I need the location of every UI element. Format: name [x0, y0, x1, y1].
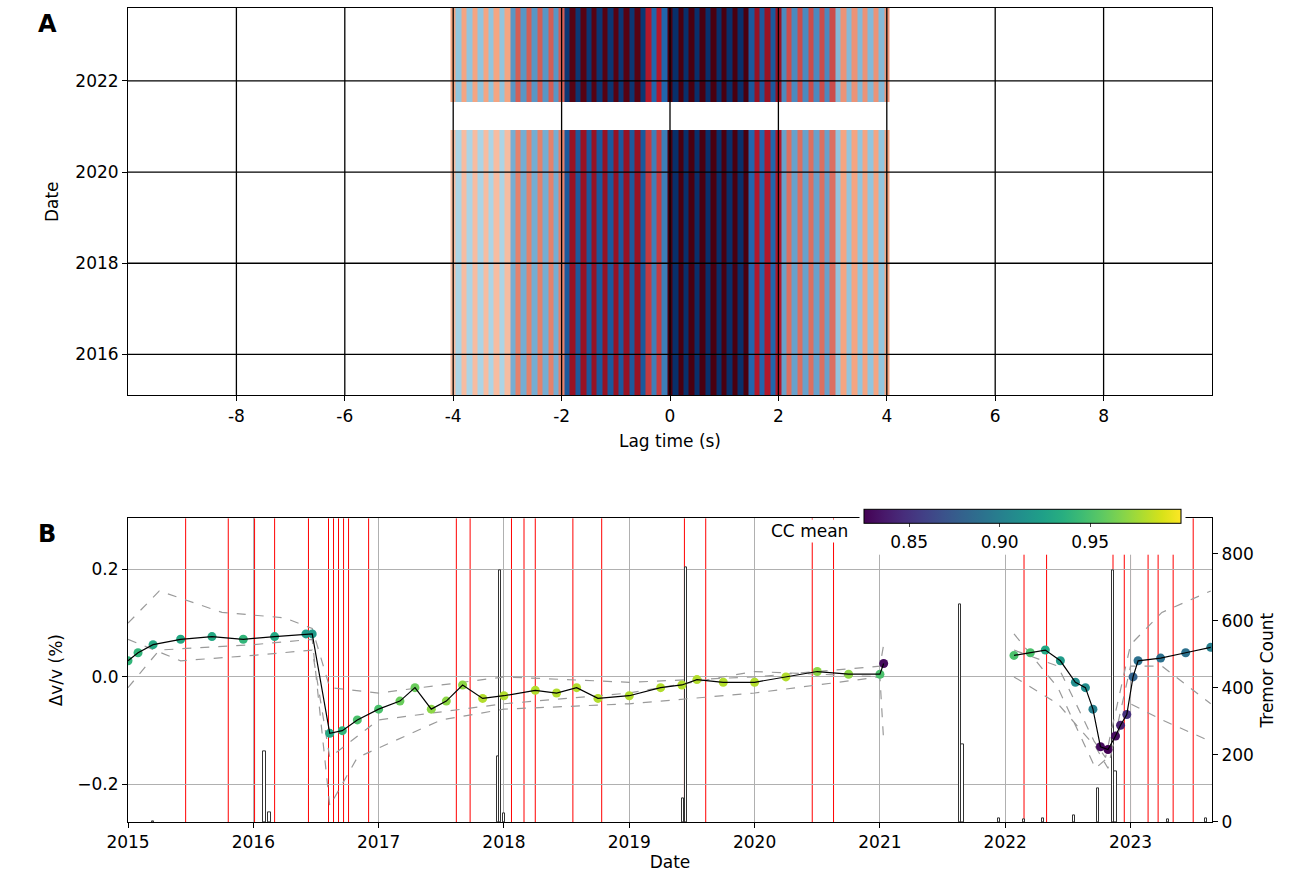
svg-text:2018: 2018 — [482, 832, 525, 852]
svg-text:2022: 2022 — [75, 71, 118, 91]
svg-text:2017: 2017 — [357, 832, 400, 852]
svg-text:2021: 2021 — [858, 832, 901, 852]
svg-text:2020: 2020 — [75, 162, 118, 182]
svg-text:0.95: 0.95 — [1071, 532, 1109, 552]
svg-text:0: 0 — [665, 406, 676, 426]
svg-text:A: A — [38, 10, 57, 38]
svg-text:B: B — [38, 520, 56, 548]
svg-text:0: 0 — [1221, 812, 1232, 832]
svg-text:-6: -6 — [336, 406, 353, 426]
svg-text:2023: 2023 — [1109, 832, 1152, 852]
svg-text:400: 400 — [1221, 678, 1253, 698]
svg-text:2: 2 — [773, 406, 784, 426]
svg-text:2020: 2020 — [733, 832, 776, 852]
svg-text:0.90: 0.90 — [981, 532, 1019, 552]
svg-text:800: 800 — [1221, 544, 1253, 564]
svg-text:2022: 2022 — [984, 832, 1027, 852]
svg-text:Lag time (s): Lag time (s) — [619, 431, 721, 451]
svg-text:2019: 2019 — [608, 832, 651, 852]
svg-text:2018: 2018 — [75, 253, 118, 273]
svg-text:-4: -4 — [445, 406, 462, 426]
svg-text:600: 600 — [1221, 611, 1253, 631]
svg-text:Δv/v (%): Δv/v (%) — [46, 634, 66, 706]
svg-text:-2: -2 — [553, 406, 570, 426]
svg-text:2016: 2016 — [232, 832, 275, 852]
svg-text:0.2: 0.2 — [92, 559, 119, 579]
svg-text:-8: -8 — [228, 406, 245, 426]
svg-text:2015: 2015 — [106, 832, 149, 852]
svg-text:Date: Date — [42, 181, 62, 222]
svg-text:Date: Date — [650, 852, 691, 872]
svg-text:0.0: 0.0 — [92, 667, 119, 687]
svg-text:6: 6 — [990, 406, 1001, 426]
svg-text:Tremor Count: Tremor Count — [1257, 612, 1277, 728]
svg-text:CC mean: CC mean — [771, 521, 848, 541]
svg-text:2016: 2016 — [75, 344, 118, 364]
svg-text:0.85: 0.85 — [890, 532, 928, 552]
svg-text:−0.2: −0.2 — [77, 774, 118, 794]
svg-text:200: 200 — [1221, 745, 1253, 765]
svg-text:8: 8 — [1098, 406, 1109, 426]
svg-text:4: 4 — [881, 406, 892, 426]
